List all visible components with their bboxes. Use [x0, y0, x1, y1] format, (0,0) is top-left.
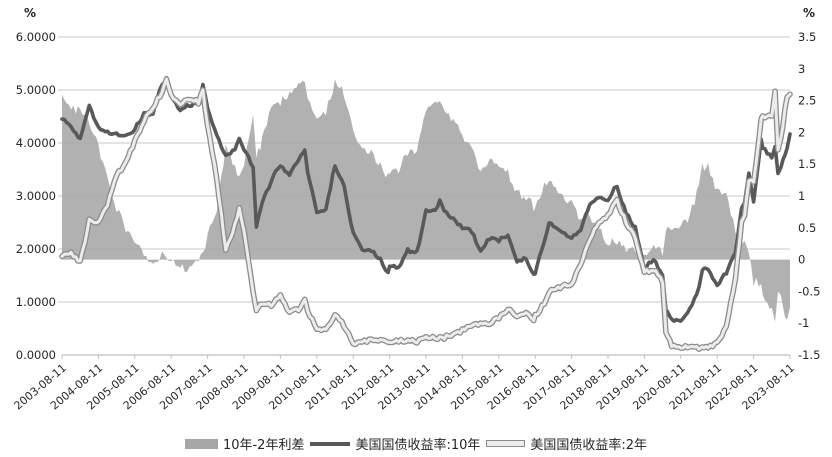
left-axis-label: 3.0000	[16, 189, 56, 203]
left-axis-label: 2.0000	[16, 242, 56, 256]
legend-label-10y: 美国国债收益率:10年	[355, 438, 481, 453]
legend-item-10y: 美国国债收益率:10年	[310, 434, 480, 453]
ten-year-line-series	[60, 75, 792, 323]
two-year-line-series	[60, 77, 792, 351]
ten-year-line-swatch	[310, 441, 351, 446]
right-axis-label: 3.5	[798, 30, 816, 44]
legend-item-2y: 美国国债收益率:2年	[486, 434, 647, 453]
legend-label-2y: 美国国债收益率:2年	[530, 438, 648, 453]
right-axis-label: 1.5	[798, 157, 816, 171]
chart-legend: 10年-2年利差 美国国债收益率:10年 美国国债收益率:2年	[0, 434, 832, 453]
right-axis-label: 0	[798, 253, 805, 267]
legend-label-spread: 10年-2年利差	[222, 438, 305, 453]
spread-area-series	[62, 79, 790, 322]
right-axis-label: 2	[798, 125, 805, 139]
right-axis-label: -1	[798, 316, 809, 330]
right-axis-label: -1.5	[798, 348, 820, 362]
two-year-line-swatch	[486, 440, 526, 447]
legend-item-spread: 10年-2年利差	[184, 434, 305, 453]
series	[59, 75, 793, 353]
right-axis-label: 0.5	[798, 221, 816, 235]
left-axis-unit: %	[24, 6, 36, 20]
spread-area-swatch	[184, 438, 218, 449]
left-axis-label: 1.0000	[16, 295, 56, 309]
right-axis-label: -0.5	[798, 284, 820, 298]
right-axis-label: 1	[798, 189, 805, 203]
right-axis-unit: %	[803, 6, 815, 20]
left-axis-label: 4.0000	[16, 136, 56, 150]
right-axis-label: 2.5	[798, 94, 816, 108]
left-axis-label: 5.0000	[16, 83, 56, 97]
left-axis-label: 6.0000	[16, 30, 56, 44]
left-axis-label: 0.0000	[16, 348, 56, 362]
right-axis-label: 3	[798, 62, 805, 76]
